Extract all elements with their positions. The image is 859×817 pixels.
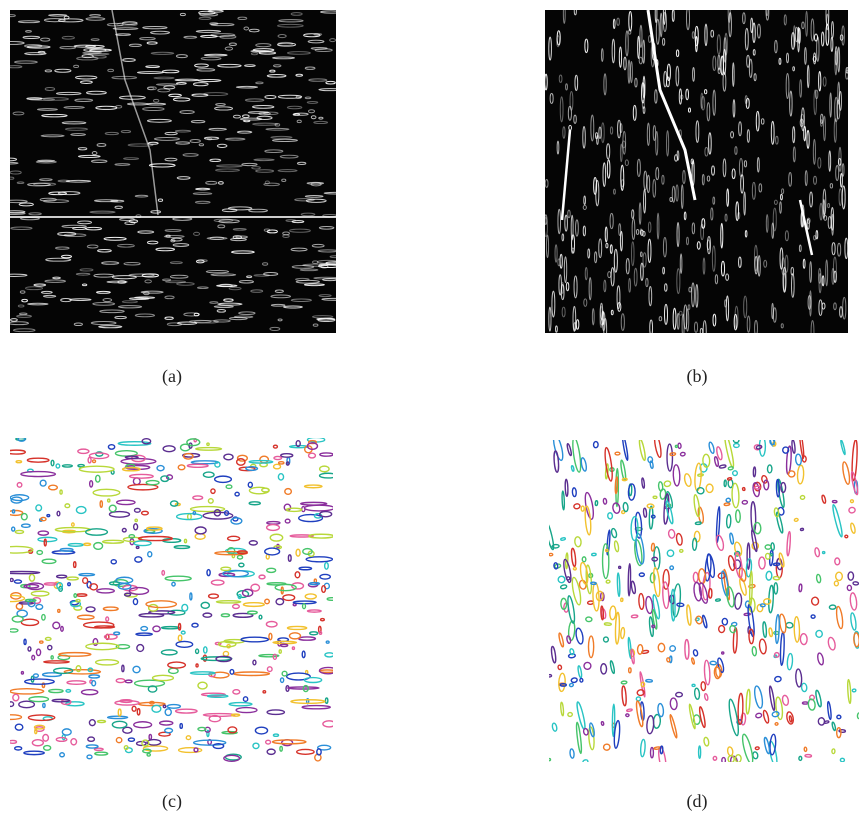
page: (a) (b) (c) (d) (() => { const data = JS… bbox=[0, 0, 859, 817]
figure: (a) (b) (c) (d) bbox=[0, 0, 859, 817]
caption: (d) bbox=[687, 791, 708, 812]
caption: (c) bbox=[162, 791, 182, 812]
caption: (b) bbox=[687, 366, 708, 387]
caption: (a) bbox=[162, 366, 182, 387]
